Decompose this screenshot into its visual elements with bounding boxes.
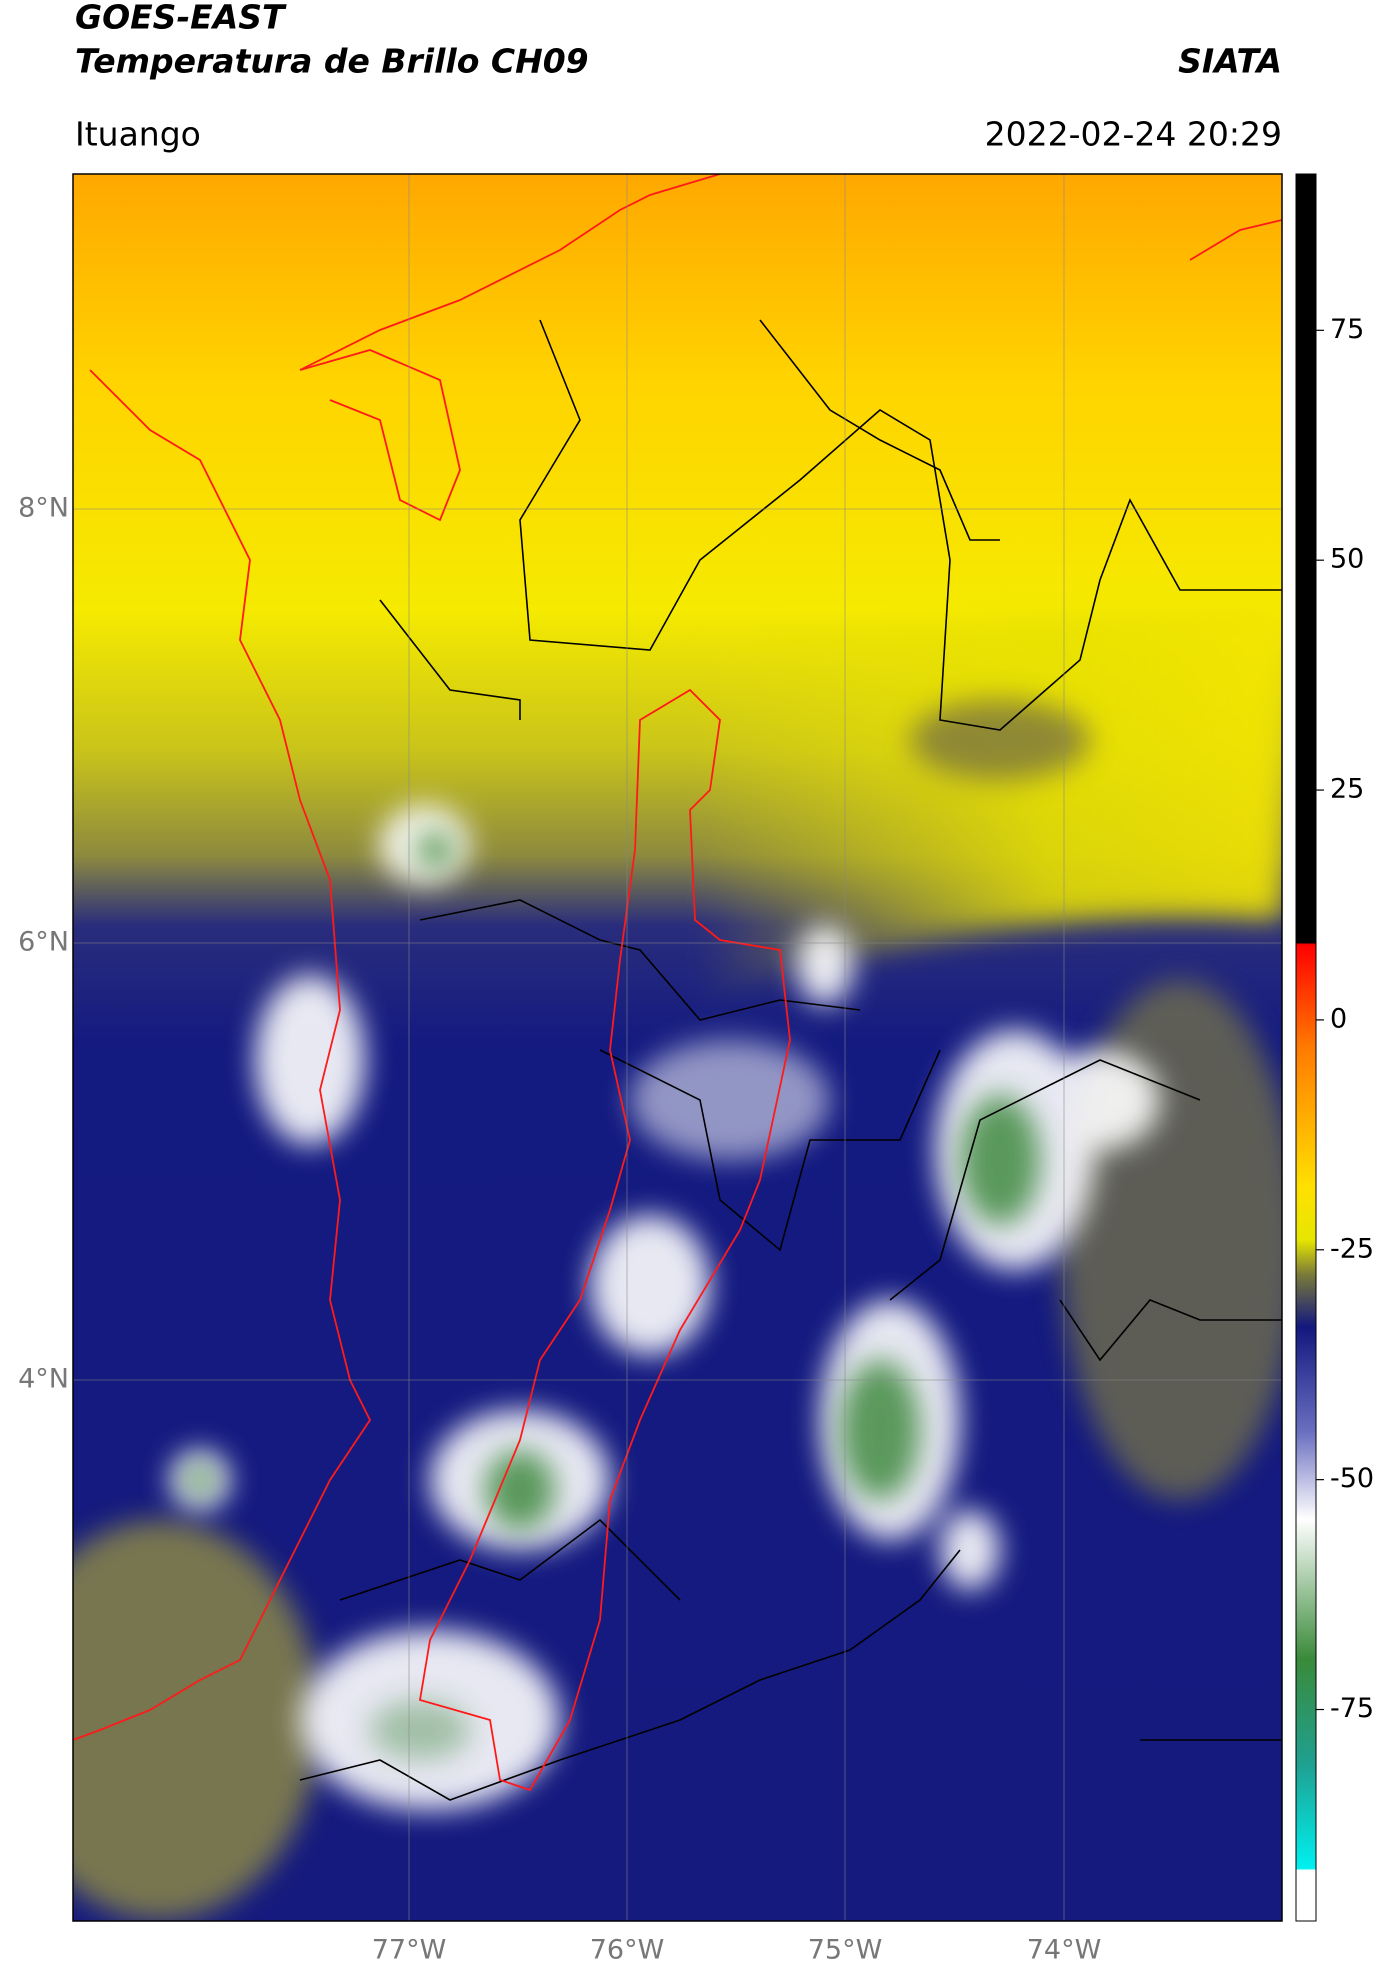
colorbar-tick-label: 0 (1330, 1003, 1347, 1034)
colorbar-tick-label: 25 (1330, 774, 1364, 805)
satellite-title: GOES-EAST (75, 0, 287, 37)
colorbar-tick-label: -75 (1330, 1693, 1374, 1724)
graticule: 77°W 76°W 75°W 74°W 8°N 6°N 4°N (18, 174, 1282, 1966)
colorbar (1295, 173, 1317, 1922)
lat-label: 6°N (18, 927, 69, 958)
lon-label: 76°W (590, 1935, 665, 1966)
lon-label: 77°W (372, 1935, 447, 1966)
colorbar-tick-label: -25 (1330, 1233, 1374, 1264)
lon-label: 75°W (808, 1935, 883, 1966)
colorbar-tick-label: 50 (1330, 544, 1364, 575)
map-frame (72, 173, 1283, 1922)
lat-label: 8°N (18, 493, 69, 524)
colorbar-ticks: 75 50 25 0 -25 -50 -75 (1316, 314, 1374, 1724)
region: Ituango (75, 115, 201, 154)
map-image (73, 174, 1282, 1921)
datetime: 2022-02-24 20:29 (985, 115, 1282, 154)
colorbar-tick-label: -50 (1330, 1463, 1374, 1494)
product-title: Temperatura de Brillo CH09 (75, 42, 589, 81)
colorbar-tick-label: 75 (1330, 314, 1364, 345)
lat-label: 4°N (18, 1364, 69, 1395)
lon-label: 74°W (1027, 1935, 1102, 1966)
agency: SIATA (1178, 42, 1282, 81)
